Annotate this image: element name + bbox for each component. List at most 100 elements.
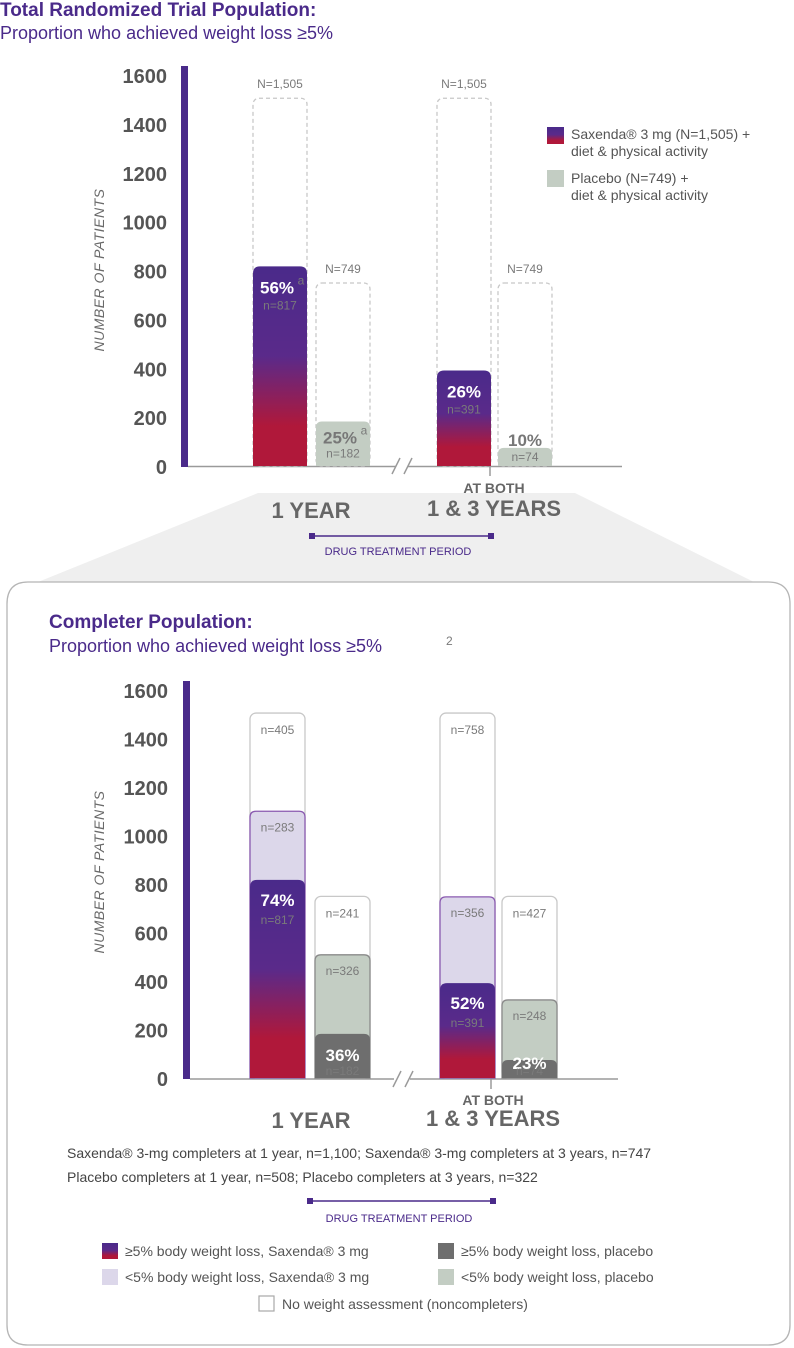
chart1-saxenda-pct: 26%: [447, 382, 481, 401]
chart1-placebo-total-label: N=749: [507, 262, 543, 276]
chart1-y-tick-400: 400: [134, 359, 167, 381]
chart2-placebo-pct: 36%: [325, 1046, 359, 1065]
chart2-saxenda-loss5-segment: [250, 879, 305, 1078]
chart2-placebo-noncompleter-n: n=427: [513, 906, 547, 920]
chart2-saxenda-pct: 74%: [260, 891, 294, 910]
chart2-saxenda-noncompleter-n: n=758: [451, 723, 485, 737]
chart1-y-label: NUMBER OF PATIENTS: [91, 188, 107, 351]
chart2-y-tick-1400: 1400: [124, 730, 169, 752]
chart2-legend-saxenda-loss5: ≥5% body weight loss, Saxenda® 3 mg: [125, 1243, 369, 1259]
chart2-placebo-loss5-n: n=182: [326, 1064, 360, 1078]
chart2-y-tick-0: 0: [157, 1069, 168, 1091]
chart2-placebo-under5-n: n=326: [326, 964, 360, 978]
chart1-y-tick-600: 600: [134, 310, 167, 332]
chart2-y-label: NUMBER OF PATIENTS: [91, 790, 107, 953]
chart2-legend-saxenda-under5: <5% body weight loss, Saxenda® 3 mg: [125, 1269, 369, 1285]
chart2-placebo-loss5-n: n=74: [516, 1064, 543, 1078]
chart2-y-tick-600: 600: [135, 924, 168, 946]
chart2-saxenda-loss5-n: n=391: [451, 1016, 485, 1030]
chart2-y-tick-800: 800: [135, 875, 168, 897]
chart2-saxenda-under5-n: n=283: [261, 820, 295, 834]
chart2-period-end: [307, 1198, 313, 1204]
chart2-legend-noncompleter: No weight assessment (noncompleters): [282, 1296, 528, 1312]
chart1-period-label: DRUG TREATMENT PERIOD: [325, 546, 472, 558]
chart1-legend-placebo-line2: diet & physical activity: [571, 187, 708, 203]
chart2-footnote-saxenda: Saxenda® 3-mg completers at 1 year, n=1,…: [67, 1145, 651, 1161]
chart2-y-tick-400: 400: [135, 972, 168, 994]
chart2-y-tick-200: 200: [135, 1021, 168, 1043]
chart1-placebo-bar: [498, 447, 552, 466]
chart1-y-tick-1000: 1000: [123, 213, 168, 235]
chart2-axis-break-mark: [392, 1070, 402, 1088]
chart2-y-axis: [183, 681, 190, 1079]
chart1-saxenda-bar: [253, 266, 307, 466]
chart1-placebo-pct: 25%: [323, 429, 357, 448]
chart1-legend-placebo: Placebo (N=749) +: [571, 170, 689, 186]
chart1-saxenda-total-label: N=1,505: [257, 77, 303, 91]
chart2-category-1-year: 1 YEAR: [271, 1108, 350, 1133]
chart1-placebo-total-label: N=749: [325, 262, 361, 276]
chart2-saxenda-under5-n: n=356: [451, 906, 485, 920]
chart2-legend-placebo-loss5: ≥5% body weight loss, placebo: [461, 1243, 653, 1259]
chart2-legend-noncompleter-swatch: [258, 1295, 275, 1312]
chart1-saxenda-total-label: N=1,505: [441, 77, 487, 91]
chart2-saxenda-loss5-segment: [440, 983, 495, 1078]
chart1-saxenda-n: n=391: [447, 402, 481, 416]
chart2-placebo-loss5-segment: [315, 1033, 370, 1078]
chart2-legend-placebo-under5: <5% body weight loss, placebo: [461, 1269, 654, 1285]
chart2-placebo-under5-n: n=248: [513, 1009, 547, 1023]
chart1-placebo-bar: [316, 421, 370, 466]
chart1-legend-saxenda: Saxenda® 3 mg (N=1,505) +: [571, 126, 750, 142]
chart1-subtitle: Proportion who achieved weight loss ≥5%: [0, 23, 333, 43]
chart2-title: Completer Population:: [49, 612, 253, 633]
chart1-category-prefix: AT BOTH: [463, 480, 524, 496]
chart1-y-tick-1200: 1200: [123, 164, 168, 186]
chart1-title: Total Randomized Trial Population:: [0, 0, 316, 21]
chart2-y-tick-1000: 1000: [124, 827, 169, 849]
chart2-y-tick-1200: 1200: [124, 778, 169, 800]
chart2-subtitle-ref: 2: [446, 634, 453, 648]
chart1-placebo-pct: 10%: [508, 431, 542, 450]
chart2-footnote-placebo: Placebo completers at 1 year, n=508; Pla…: [67, 1169, 538, 1185]
chart2-period-label: DRUG TREATMENT PERIOD: [326, 1213, 473, 1225]
chart1-y-tick-0: 0: [156, 457, 167, 479]
chart1-placebo-n: n=182: [326, 447, 360, 461]
chart1-legend-saxenda-swatch: [547, 127, 564, 144]
chart2-placebo-loss5-segment: [502, 1060, 557, 1078]
chart2-category-prefix: AT BOTH: [462, 1092, 523, 1108]
chart1-legend-placebo-swatch: [547, 170, 564, 187]
completer-panel: [6, 581, 791, 1346]
chart2-category-3-years: 1 & 3 YEARS: [426, 1106, 560, 1131]
chart1-category-1-year: 1 YEAR: [271, 498, 350, 523]
chart1-y-tick-1600: 1600: [123, 66, 168, 88]
chart1-category-3-years: 1 & 3 YEARS: [427, 496, 561, 521]
chart2-axis-break-mark: [404, 1070, 414, 1088]
chart2-saxenda-pct: 52%: [450, 994, 484, 1013]
chart2-saxenda-loss5-n: n=817: [261, 913, 295, 927]
chart2-legend-placebo-under5-swatch: [438, 1269, 454, 1285]
chart2-legend-saxenda-loss5-swatch: [102, 1243, 118, 1259]
chart1-period-end: [488, 533, 494, 539]
chart2-subtitle: Proportion who achieved weight loss ≥5%: [49, 636, 382, 656]
chart1-saxenda-n: n=817: [263, 298, 297, 312]
chart1-saxenda-footnote-mark: a: [298, 273, 305, 287]
chart2-placebo-pct: 23%: [512, 1054, 546, 1073]
chart1-placebo-n: n=74: [511, 450, 538, 464]
chart1-y-tick-200: 200: [134, 408, 167, 430]
chart1-axis-break-mark: [403, 457, 413, 475]
chart1-y-tick-800: 800: [134, 262, 167, 284]
chart2-legend-saxenda-under5-swatch: [102, 1269, 118, 1285]
chart1-y-axis: [181, 66, 188, 467]
chart1-saxenda-pct: 56%: [260, 278, 294, 297]
chart1-axis-break-mark: [391, 457, 401, 475]
chart1-period-end: [309, 533, 315, 539]
chart2-legend-placebo-loss5-swatch: [438, 1243, 454, 1259]
chart1-saxenda-bar: [437, 370, 491, 466]
chart2-placebo-under5-segment: [501, 999, 558, 1079]
chart2-saxenda-noncompleter-n: n=405: [261, 723, 295, 737]
chart2-period-end: [490, 1198, 496, 1204]
chart2-placebo-noncompleter-n: n=241: [326, 906, 360, 920]
chart1-legend-saxenda-line2: diet & physical activity: [571, 143, 708, 159]
chart1-y-tick-1400: 1400: [123, 115, 168, 137]
